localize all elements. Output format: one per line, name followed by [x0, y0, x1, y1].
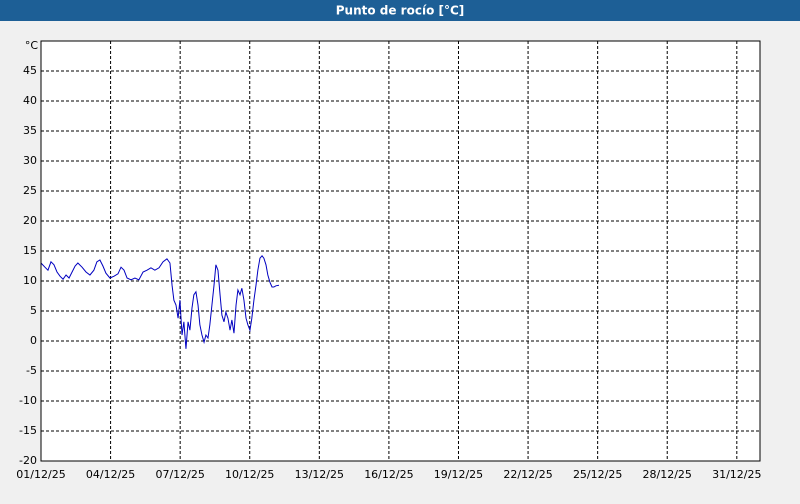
x-tick-label: 31/12/25 — [712, 468, 761, 481]
y-tick-label: -5 — [26, 364, 37, 377]
y-tick-label: 15 — [23, 244, 37, 257]
y-tick-label: 30 — [23, 154, 37, 167]
y-tick-label: -20 — [19, 454, 37, 467]
y-tick-label: 25 — [23, 184, 37, 197]
x-tick-label: 28/12/25 — [643, 468, 692, 481]
y-tick-label: 0 — [30, 334, 37, 347]
y-tick-label: 40 — [23, 94, 37, 107]
plot-border — [40, 40, 761, 462]
y-tick-label: 45 — [23, 64, 37, 77]
y-tick-label: 35 — [23, 124, 37, 137]
x-tick-label: 10/12/25 — [225, 468, 274, 481]
x-tick-label: 22/12/25 — [503, 468, 552, 481]
plot-area — [40, 40, 761, 462]
x-tick-label: 13/12/25 — [295, 468, 344, 481]
y-tick-label: 20 — [23, 214, 37, 227]
y-unit: °C — [25, 39, 39, 52]
x-tick-label: 16/12/25 — [364, 468, 413, 481]
title-bar — [0, 0, 800, 21]
chart-title: Punto de rocío [°C] — [336, 4, 465, 18]
y-tick-label: 10 — [23, 274, 37, 287]
x-tick-label: 04/12/25 — [86, 468, 135, 481]
y-tick-label: 5 — [30, 304, 37, 317]
x-tick-label: 07/12/25 — [155, 468, 204, 481]
data-line — [40, 255, 280, 349]
x-tick-label: 01/12/25 — [16, 468, 65, 481]
y-tick-label: -15 — [19, 424, 37, 437]
y-tick-label: -10 — [19, 394, 37, 407]
x-tick-label: 25/12/25 — [573, 468, 622, 481]
x-tick-label: 19/12/25 — [434, 468, 483, 481]
